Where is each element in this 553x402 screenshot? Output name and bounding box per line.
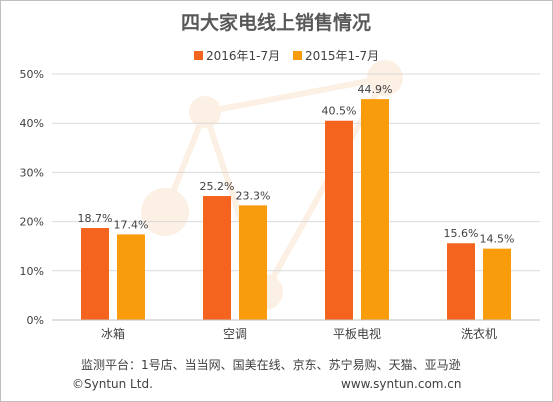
legend-swatch-2016 xyxy=(194,51,203,60)
category-label: 洗衣机 xyxy=(461,326,497,341)
gridlines xyxy=(52,73,540,272)
legend: 2016年1-7月 2015年1-7月 xyxy=(194,49,379,63)
data-label: 40.5% xyxy=(322,105,357,118)
bar-2016-0 xyxy=(81,227,109,320)
bar-2015-0 xyxy=(117,234,145,320)
category-label: 冰箱 xyxy=(101,326,125,341)
y-tick-label: 40% xyxy=(20,117,44,130)
data-label: 23.3% xyxy=(236,189,271,202)
data-label: 17.4% xyxy=(114,218,149,231)
y-tick-label: 10% xyxy=(20,265,44,278)
bars: 18.7% 17.4% 25.2%23.3% 40.5%44.9% 15.6% 14.5% xyxy=(78,83,515,321)
bar-2016-3 xyxy=(447,243,475,320)
footer-website: www.syntun.com.cn xyxy=(341,377,462,391)
footer-source: 监测平台：1号店、当当网、国美在线、京东、苏宁易购、天猫、亚马逊 xyxy=(81,357,461,372)
y-tick-label: 0% xyxy=(27,314,44,327)
y-tick-label: 20% xyxy=(20,216,44,229)
footer-copyright: ©Syntun Ltd. xyxy=(72,377,153,391)
x-axis: 冰箱 空调 平板电视 洗衣机 xyxy=(52,319,540,341)
y-tick-label: 50% xyxy=(20,68,44,81)
legend-swatch-2015 xyxy=(293,51,302,60)
category-label: 平板电视 xyxy=(333,326,381,341)
footer: 监测平台：1号店、当当网、国美在线、京东、苏宁易购、天猫、亚马逊 ©Syntun… xyxy=(72,357,462,391)
bar-2016-2 xyxy=(325,120,353,321)
chart-title: 四大家电线上销售情况 xyxy=(181,11,371,34)
category-label: 空调 xyxy=(223,327,247,341)
bar-2015-1 xyxy=(239,205,267,320)
legend-label-2016: 2016年1-7月 xyxy=(206,49,280,63)
y-tick-label: 30% xyxy=(20,166,44,179)
data-label: 14.5% xyxy=(480,233,515,246)
bar-2015-3 xyxy=(483,248,511,320)
y-axis: 0% 10% 20% 30% 40% 50% xyxy=(20,68,44,327)
data-label: 15.6% xyxy=(444,227,479,240)
bar-2015-2 xyxy=(361,99,389,320)
data-label: 44.9% xyxy=(358,83,393,96)
data-label: 25.2% xyxy=(200,180,235,193)
data-label: 18.7% xyxy=(78,212,113,225)
bar-2016-1 xyxy=(203,196,231,320)
legend-label-2015: 2015年1-7月 xyxy=(305,49,379,63)
